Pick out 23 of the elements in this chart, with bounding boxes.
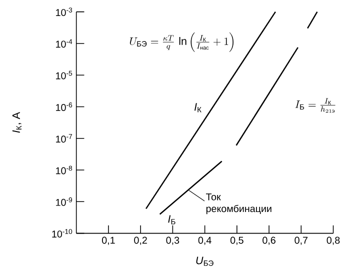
series-label: I$_{Б}$ <box>168 215 176 224</box>
y-tick-label: 10$^{-9}$ <box>56 198 72 206</box>
y-axis-title: I$_{К}$, A <box>12 112 22 133</box>
y-tick-label: 10$^{-5}$ <box>56 71 72 80</box>
annotation: Ток рекомбинации <box>206 194 272 214</box>
x-tick-label: 0,6 <box>262 236 276 246</box>
y-tick-label: 10$^{-8}$ <box>56 166 72 174</box>
series-label: I$_{К}$ <box>194 103 202 112</box>
x-axis-title: U$_{БЭ}$ <box>196 256 214 266</box>
x-tick-label: 0,5 <box>230 236 244 246</box>
x-tick-label: 0,3 <box>166 236 180 246</box>
annotation: $I_{\text{Б}}=\frac{I_{\text{К}}}{h_{21\text{э}}}$ <box>295 98 336 113</box>
annotation: $U_{\text{БЭ}}=\frac{\kappa T}{q}\,\ln\left(\frac{I_{\text{К}}}{I_{\text{нас}}}+1\right)$ <box>130 32 234 52</box>
y-tick-label: 10$^{-4}$ <box>56 39 72 48</box>
x-tick-label: 0,8 <box>326 236 340 246</box>
x-tick-label: 0,7 <box>294 236 308 246</box>
y-tick-label: 10$^{-3}$ <box>56 8 72 16</box>
x-tick-label: 0,4 <box>198 236 212 246</box>
y-tick-label: 10$^{-7}$ <box>56 134 72 143</box>
x-tick-label: 0,1 <box>102 236 115 246</box>
y-tick-label: 10$^{-6}$ <box>56 102 72 112</box>
y-tick-label: 10$^{-10}$ <box>52 229 72 238</box>
x-tick-label: 0,2 <box>134 236 147 246</box>
